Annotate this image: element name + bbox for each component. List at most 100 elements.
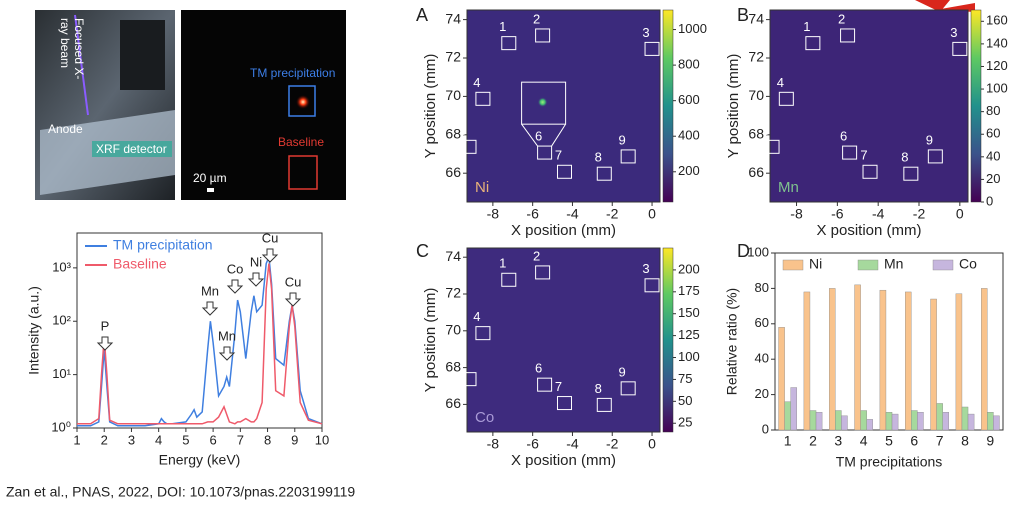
y-tick-label: 68: [748, 126, 764, 142]
colorbar-tick-label: 175: [678, 283, 700, 298]
y-tick-label: 74: [445, 10, 461, 26]
region-box: [501, 36, 517, 51]
y-tick-label: 60: [755, 315, 769, 330]
x-axis-label: X position (mm): [816, 222, 921, 239]
colorbar-tick-label: 20: [986, 171, 1000, 186]
region-label: 6: [840, 129, 847, 144]
x-axis-label: X position (mm): [511, 452, 616, 469]
y-tick-label: 66: [445, 164, 461, 180]
bar: [809, 410, 817, 431]
x-tick-label: -8: [487, 436, 500, 452]
y-tick-label: 72: [445, 49, 461, 65]
colorbar: [662, 247, 674, 433]
peak-label: Cu: [285, 274, 302, 289]
x-tick-label: -6: [526, 436, 539, 452]
tm-box: [288, 85, 316, 117]
x-tick-label: 6: [910, 433, 918, 449]
y-tick-label: 80: [755, 280, 769, 295]
peak-label: Co: [227, 261, 244, 276]
x-tick-label: -2: [606, 206, 619, 222]
region-label: 8: [901, 150, 908, 165]
plot-frame: [466, 247, 661, 433]
element-label: Ni: [475, 179, 489, 196]
region-box: [805, 36, 821, 51]
region-label: 6: [535, 361, 542, 376]
micrograph: [181, 10, 346, 200]
bar: [987, 412, 994, 431]
region-label: 1: [803, 19, 810, 34]
region-box: [475, 326, 491, 341]
x-tick-label: 4: [860, 433, 868, 449]
region-box: [862, 164, 878, 179]
region-box: [556, 164, 572, 179]
map-image: [467, 248, 660, 432]
x-axis-label: Energy (keV): [159, 452, 241, 468]
region-label: 9: [619, 364, 626, 379]
bar: [961, 406, 969, 431]
x-tick-label: 8: [264, 432, 271, 447]
x-tick-label: 0: [648, 436, 656, 452]
y-tick-label: 10¹: [52, 366, 71, 381]
y-tick-label: 68: [445, 358, 461, 374]
x-tick-label: 5: [182, 432, 189, 447]
legend-label: Mn: [884, 256, 903, 272]
citation: Zan et al., PNAS, 2022, DOI: 10.1073/pna…: [6, 484, 355, 500]
y-axis-label: Intensity (a.u.): [26, 286, 42, 375]
bar: [835, 410, 842, 431]
legend-label: Baseline: [113, 256, 167, 272]
region-label: 3: [950, 25, 957, 40]
bar: [891, 413, 899, 431]
y-axis-label: Y position (mm): [422, 288, 439, 393]
bar: [993, 415, 1000, 431]
x-tick-label: 5: [885, 433, 893, 449]
colorbar-tick-label: 140: [986, 35, 1008, 50]
x-tick-label: -4: [872, 206, 885, 222]
peak-arrow: [96, 336, 114, 351]
legend-swatch: [932, 259, 954, 271]
colorbar: [662, 9, 674, 203]
peak-label: Mn: [218, 328, 236, 343]
colorbar-tick-label: 400: [678, 128, 700, 143]
region-box: [620, 381, 636, 396]
bar: [866, 419, 873, 431]
colorbar-tick-label: 200: [678, 163, 700, 178]
x-axis-label: X position (mm): [511, 222, 616, 239]
y-tick-label: 0: [762, 421, 769, 436]
colorbar-tick-label: 60: [986, 126, 1000, 141]
x-tick-label: 3: [128, 432, 135, 447]
tm-spot: [296, 95, 310, 109]
x-tick-label: 2: [101, 432, 108, 447]
legend-swatch: [857, 259, 879, 271]
x-tick-label: 7: [237, 432, 244, 447]
legend-swatch: [782, 259, 804, 271]
bar: [930, 298, 937, 431]
y-tick-label: 10³: [52, 259, 71, 274]
region-box: [644, 278, 660, 293]
region-label: 5: [762, 123, 769, 138]
y-tick-label: 10²: [52, 313, 71, 328]
bar: [955, 293, 963, 431]
y-tick-label: 10⁰: [51, 419, 71, 434]
colorbar: [970, 9, 982, 203]
region-box: [461, 139, 477, 154]
hotspot: [537, 97, 548, 108]
x-tick-label: 9: [291, 432, 298, 447]
region-box: [475, 91, 491, 106]
element-label: Co: [475, 409, 494, 426]
region-label: 1: [499, 256, 506, 271]
map-image: [467, 10, 660, 202]
y-tick-label: 68: [445, 126, 461, 142]
x-tick-label: -2: [913, 206, 926, 222]
y-tick-label: 70: [748, 87, 764, 103]
peak-label: Mn: [201, 283, 219, 298]
x-tick-label: 0: [956, 206, 964, 222]
colorbar-tick-label: 75: [678, 371, 692, 386]
region-label: 3: [642, 25, 649, 40]
y-tick-label: 72: [445, 285, 461, 301]
colorbar-tick-label: 80: [986, 103, 1000, 118]
region-label: 3: [642, 261, 649, 276]
x-tick-label: 8: [961, 433, 969, 449]
spectrum-line: [77, 263, 323, 425]
y-axis-label: Relative ratio (%): [724, 288, 740, 395]
panel-letter: C: [416, 241, 429, 261]
